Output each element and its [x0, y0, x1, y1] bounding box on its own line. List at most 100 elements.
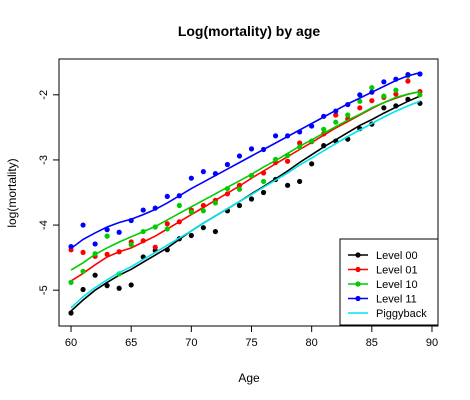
data-point-level-01: [140, 238, 146, 244]
data-point-level-00: [297, 178, 303, 185]
data-point-level-11: [116, 229, 122, 235]
data-point-level-01: [297, 140, 303, 146]
data-point-level-11: [92, 241, 98, 247]
data-point-level-10: [176, 202, 182, 209]
legend-marker: [355, 295, 361, 302]
data-point-level-01: [357, 105, 363, 111]
data-point-level-11: [345, 101, 351, 108]
legend-marker: [355, 281, 361, 287]
data-point-level-10: [321, 126, 327, 132]
data-point-level-11: [260, 146, 267, 153]
y-axis: -5 -4 -3 -2: [38, 90, 59, 295]
y-tick-label: -4: [38, 220, 50, 230]
data-point-level-10: [285, 152, 291, 158]
y-axis-label: log(mortality): [5, 158, 19, 227]
data-point-level-00: [321, 143, 327, 149]
data-point-level-10: [128, 241, 134, 248]
legend-label: Level 01: [376, 265, 418, 277]
series-line-level-10: [70, 90, 421, 271]
legend-label: Level 00: [376, 250, 418, 262]
legend-label: Level 10: [376, 279, 418, 291]
data-point-level-00: [68, 310, 74, 316]
y-tick-label: -3: [38, 155, 50, 165]
data-point-level-00: [393, 103, 399, 109]
data-point-level-01: [369, 98, 375, 104]
data-point-level-11: [140, 207, 146, 213]
x-tick-label: 60: [65, 337, 77, 349]
data-point-level-10: [297, 144, 303, 150]
data-point-level-10: [345, 112, 351, 118]
data-point-level-11: [321, 113, 327, 119]
data-point-level-10: [200, 208, 206, 214]
legend-marker: [355, 266, 361, 273]
data-point-level-01: [405, 78, 411, 84]
data-point-level-10: [152, 224, 158, 230]
x-tick-label: 80: [306, 337, 318, 349]
data-point-level-10: [212, 200, 219, 206]
data-point-level-11: [369, 89, 375, 95]
data-point-level-11: [381, 79, 387, 85]
data-point-level-10: [357, 98, 363, 104]
data-point-level-11: [200, 169, 206, 175]
legend: Level 00 Level 01 Level 10 Level 11 Piggybac…: [339, 238, 439, 326]
series-level-11: [68, 71, 423, 250]
data-point-level-00: [164, 247, 170, 253]
data-point-level-10: [80, 268, 86, 274]
plot-frame: [58, 58, 439, 327]
data-point-level-10: [272, 156, 279, 162]
data-point-level-10: [333, 119, 339, 125]
data-point-level-11: [357, 92, 363, 98]
data-point-level-00: [260, 189, 267, 196]
data-point-level-11: [309, 123, 315, 129]
data-point-level-01: [393, 91, 399, 97]
data-point-level-11: [104, 227, 110, 233]
data-point-level-00: [92, 272, 98, 278]
series-piggyback: [70, 100, 421, 309]
data-point-level-10: [68, 279, 74, 285]
data-point-level-10: [188, 209, 194, 215]
x-axis: 60 65 70 75 80 85 90: [65, 326, 438, 349]
series-level-10: [68, 73, 423, 285]
data-point-level-11: [272, 133, 279, 139]
x-tick-label: 75: [245, 337, 257, 349]
x-tick-label: 70: [185, 337, 197, 349]
data-point-level-01: [236, 182, 243, 188]
data-point-level-11: [236, 153, 243, 159]
data-point-level-01: [152, 244, 158, 250]
data-point-level-00: [236, 202, 243, 209]
data-point-level-11: [285, 133, 291, 139]
chart-title: Log(mortality) by age: [178, 23, 321, 39]
data-point-level-11: [152, 205, 158, 211]
data-point-level-10: [92, 251, 98, 257]
data-point-level-10: [381, 93, 387, 99]
x-tick-label: 65: [125, 337, 137, 349]
y-tick-label: -2: [38, 90, 50, 100]
data-point-level-10: [417, 92, 423, 98]
data-point-level-10: [309, 138, 315, 144]
legend-label: Level 11: [376, 294, 417, 306]
data-point-level-11: [188, 175, 194, 181]
data-point-level-11: [393, 76, 399, 82]
data-point-level-01: [104, 251, 110, 257]
data-point-level-01: [80, 249, 86, 256]
data-point-level-10: [164, 226, 170, 232]
data-point-level-10: [369, 85, 375, 91]
data-point-level-10: [260, 178, 267, 185]
data-point-level-00: [285, 182, 291, 188]
data-point-level-11: [212, 171, 219, 177]
data-point-level-10: [248, 172, 255, 179]
data-point-level-11: [128, 217, 134, 224]
series-line-level-11: [70, 71, 421, 250]
x-tick-label: 85: [366, 337, 378, 349]
data-point-level-00: [188, 232, 194, 239]
data-point-level-11: [405, 72, 411, 78]
data-point-level-11: [176, 193, 182, 199]
data-point-level-11: [297, 129, 303, 135]
series-layer: [68, 71, 423, 316]
legend-marker: [355, 252, 361, 258]
data-point-level-11: [164, 193, 170, 200]
data-point-level-11: [80, 222, 86, 228]
data-point-level-11: [248, 146, 255, 152]
data-point-level-01: [260, 170, 267, 176]
data-point-level-01: [224, 191, 231, 197]
